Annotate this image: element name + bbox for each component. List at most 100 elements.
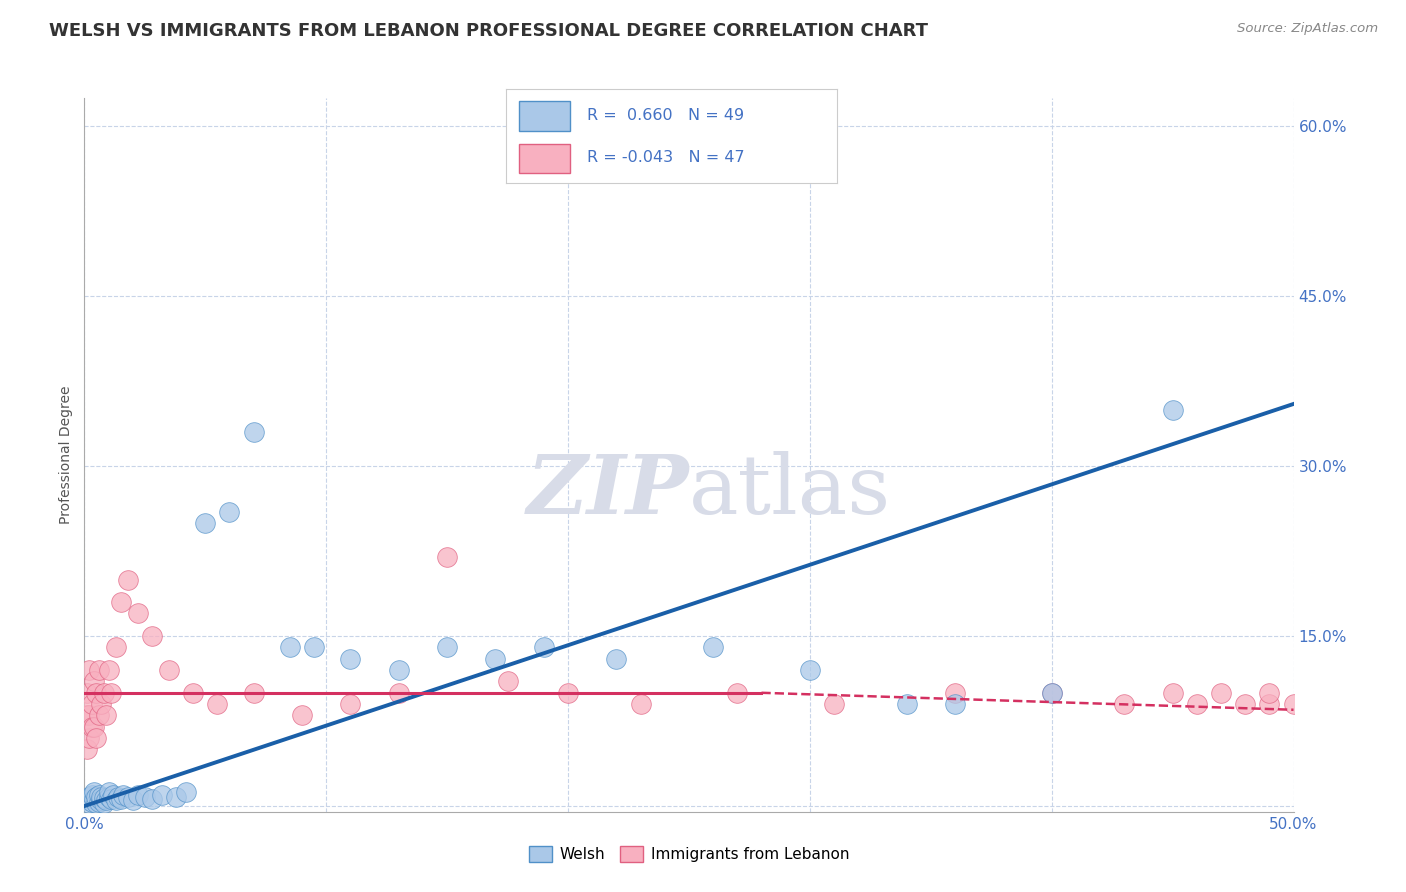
Point <box>943 697 966 711</box>
Point <box>94 708 117 723</box>
Point <box>207 697 229 711</box>
Legend: Welsh, Immigrants from Lebanon: Welsh, Immigrants from Lebanon <box>523 840 855 868</box>
Text: R =  0.660   N = 49: R = 0.660 N = 49 <box>586 108 744 123</box>
Text: WELSH VS IMMIGRANTS FROM LEBANON PROFESSIONAL DEGREE CORRELATION CHART: WELSH VS IMMIGRANTS FROM LEBANON PROFESS… <box>49 22 928 40</box>
Point <box>1282 697 1305 711</box>
Point <box>77 708 100 723</box>
Point <box>87 795 110 809</box>
Text: R = -0.043   N = 47: R = -0.043 N = 47 <box>586 150 744 165</box>
Point <box>76 793 98 807</box>
Point <box>76 686 98 700</box>
Point <box>141 629 163 643</box>
Point <box>90 789 112 804</box>
Point <box>896 697 918 711</box>
Point <box>104 640 127 655</box>
Point <box>1234 697 1257 711</box>
Point <box>97 789 120 804</box>
Text: atlas: atlas <box>689 450 891 531</box>
Point <box>110 792 132 806</box>
Point <box>97 785 120 799</box>
Point <box>86 796 108 810</box>
Point <box>86 686 108 700</box>
Point <box>725 686 748 700</box>
Point <box>134 789 156 804</box>
Point <box>1185 697 1208 711</box>
Point <box>93 791 115 805</box>
Point <box>218 504 240 518</box>
Point <box>1161 686 1184 700</box>
Point <box>1161 402 1184 417</box>
Point <box>87 663 110 677</box>
Point <box>436 640 458 655</box>
Point <box>1258 697 1281 711</box>
Point <box>83 792 105 806</box>
Point <box>1209 686 1232 700</box>
Point <box>90 697 112 711</box>
FancyBboxPatch shape <box>519 144 571 173</box>
Point <box>77 731 100 745</box>
Point <box>242 425 264 440</box>
Point <box>87 708 110 723</box>
Point <box>165 789 187 804</box>
Point <box>121 793 143 807</box>
Text: Source: ZipAtlas.com: Source: ZipAtlas.com <box>1237 22 1378 36</box>
Point <box>702 640 724 655</box>
Point <box>127 788 149 802</box>
Point <box>77 796 100 810</box>
Point <box>1114 697 1136 711</box>
Point <box>181 686 204 700</box>
Point <box>484 652 506 666</box>
Point <box>90 793 112 807</box>
Point <box>496 674 519 689</box>
Point <box>77 789 100 804</box>
Point <box>110 595 132 609</box>
Text: ZIP: ZIP <box>526 450 689 531</box>
Point <box>83 785 105 799</box>
Point <box>302 640 325 655</box>
Point <box>799 663 821 677</box>
Point <box>1040 686 1063 700</box>
Point <box>93 686 115 700</box>
Point <box>194 516 217 530</box>
Point <box>80 795 103 809</box>
Point <box>533 640 555 655</box>
Point <box>605 652 627 666</box>
Point <box>97 663 120 677</box>
Point <box>174 785 197 799</box>
Point <box>100 686 122 700</box>
Point <box>127 607 149 621</box>
Point <box>107 789 129 804</box>
Point <box>83 674 105 689</box>
Point <box>100 792 122 806</box>
Point <box>80 720 103 734</box>
Point <box>157 663 180 677</box>
Point <box>291 708 314 723</box>
Point <box>83 720 105 734</box>
Point <box>339 697 361 711</box>
Point <box>1258 686 1281 700</box>
Point <box>76 708 98 723</box>
Point <box>117 573 139 587</box>
Point <box>630 697 652 711</box>
Point <box>94 793 117 807</box>
Point <box>77 663 100 677</box>
Point <box>80 788 103 802</box>
Point <box>117 789 139 804</box>
Point <box>278 640 301 655</box>
Point <box>80 697 103 711</box>
Point <box>76 742 98 756</box>
Point <box>388 686 411 700</box>
Point <box>436 549 458 564</box>
Point <box>388 663 411 677</box>
Point <box>93 796 115 810</box>
FancyBboxPatch shape <box>519 102 571 131</box>
Point <box>242 686 264 700</box>
Point <box>104 793 127 807</box>
Point <box>1040 686 1063 700</box>
Point <box>557 686 579 700</box>
Point <box>943 686 966 700</box>
Y-axis label: Professional Degree: Professional Degree <box>59 385 73 524</box>
Point <box>339 652 361 666</box>
Point <box>823 697 845 711</box>
Point <box>87 788 110 802</box>
